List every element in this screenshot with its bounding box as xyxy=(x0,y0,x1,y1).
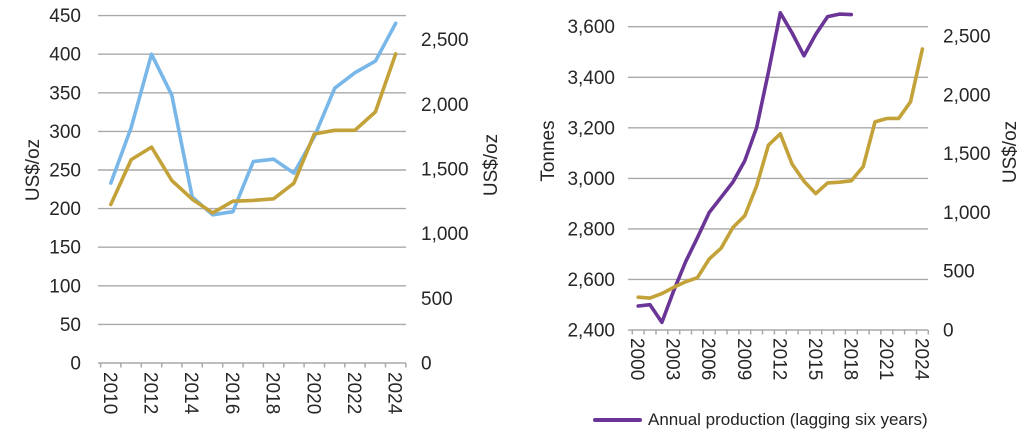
price-history-chart: US$/oz US$/oz 0 50 100 150 200 250 300 350 400 45… xyxy=(23,6,502,415)
x-tick-label: 2006 xyxy=(697,338,718,380)
x-tick-label: 2014 xyxy=(180,372,201,415)
left-y-tick-label: 3,200 xyxy=(567,118,615,139)
x-tick-label: 2016 xyxy=(221,372,242,414)
x-tick-label: 2012 xyxy=(140,372,161,414)
x-tick-label: 2000 xyxy=(626,338,647,380)
left-y-tick-label: 400 xyxy=(49,45,81,66)
right-y-tick-label: 2,000 xyxy=(421,95,469,116)
right-y-tick-label: 2,500 xyxy=(421,30,469,51)
production-chart: Tonnes US$/oz 2,400 2,600 2,800 3,000 3,200 3… xyxy=(512,0,1024,434)
x-tick-label: 2020 xyxy=(302,372,323,414)
x-tick-label: 2003 xyxy=(662,338,683,380)
legend: Annual production (lagging six years) xyxy=(593,410,928,430)
left-y-tick-label: 50 xyxy=(60,315,81,336)
blue-series-line xyxy=(109,21,398,217)
x-tick-label: 2021 xyxy=(875,338,896,380)
left-y-tick-label: 2,800 xyxy=(567,219,615,240)
left-y-tick-label: 2,400 xyxy=(567,321,615,342)
annual-production-line xyxy=(636,11,854,325)
right-y-tick-label: 1,500 xyxy=(421,160,469,181)
legend-line-swatch xyxy=(593,418,642,422)
left-y-tick-label: 450 xyxy=(49,6,81,27)
x-tick-label: 2010 xyxy=(99,372,120,414)
x-tick-label: 2015 xyxy=(804,338,825,380)
left-y-tick-label: 250 xyxy=(49,161,81,182)
x-tick-label: 2018 xyxy=(262,372,283,414)
x-tick-label: 2018 xyxy=(839,338,860,380)
right-y-tick-label: 1,500 xyxy=(943,144,991,165)
left-y-tick-label: 200 xyxy=(49,199,81,220)
left-y-tick-label: 100 xyxy=(49,276,81,297)
left-y-tick-label: 300 xyxy=(49,122,81,143)
right-y-tick-label: 0 xyxy=(943,321,954,342)
left-y-tick-label: 350 xyxy=(49,83,81,104)
x-tick-label: 2012 xyxy=(768,338,789,380)
price-chart-plot: 0 50 100 150 200 250 300 350 400 450 0 500 1,000 1,50… xyxy=(49,6,469,415)
right-y-tick-label: 500 xyxy=(421,289,453,310)
left-y-tick-label: 3,000 xyxy=(567,169,615,190)
legend-label: Annual production (lagging six years) xyxy=(648,410,928,429)
left-y-tick-label: 3,600 xyxy=(567,17,615,38)
production-chart-plot: 2,400 2,600 2,800 3,000 3,200 3,400 3,600 0 500 1… xyxy=(567,11,991,381)
gold-price-line xyxy=(109,51,398,215)
left-y-tick-label: 0 xyxy=(70,354,81,375)
left-y-tick-label: 2,600 xyxy=(567,270,615,291)
right-y-tick-label: 2,500 xyxy=(943,27,991,48)
right-y-tick-label: 1,000 xyxy=(421,224,469,245)
right-y-tick-label: 500 xyxy=(943,262,975,283)
right-y-tick-label: 2,000 xyxy=(943,85,991,106)
x-tick-label: 2009 xyxy=(733,338,754,380)
x-tick-label: 2022 xyxy=(343,372,364,414)
right-y-tick-label: 1,000 xyxy=(943,203,991,224)
x-tick-label: 2024 xyxy=(910,338,931,381)
x-tick-label: 2024 xyxy=(384,372,405,415)
gold-price-line xyxy=(636,47,925,300)
right-y-tick-label: 0 xyxy=(421,354,432,375)
left-y-tick-label: 3,400 xyxy=(567,68,615,89)
left-y-tick-label: 150 xyxy=(49,238,81,259)
